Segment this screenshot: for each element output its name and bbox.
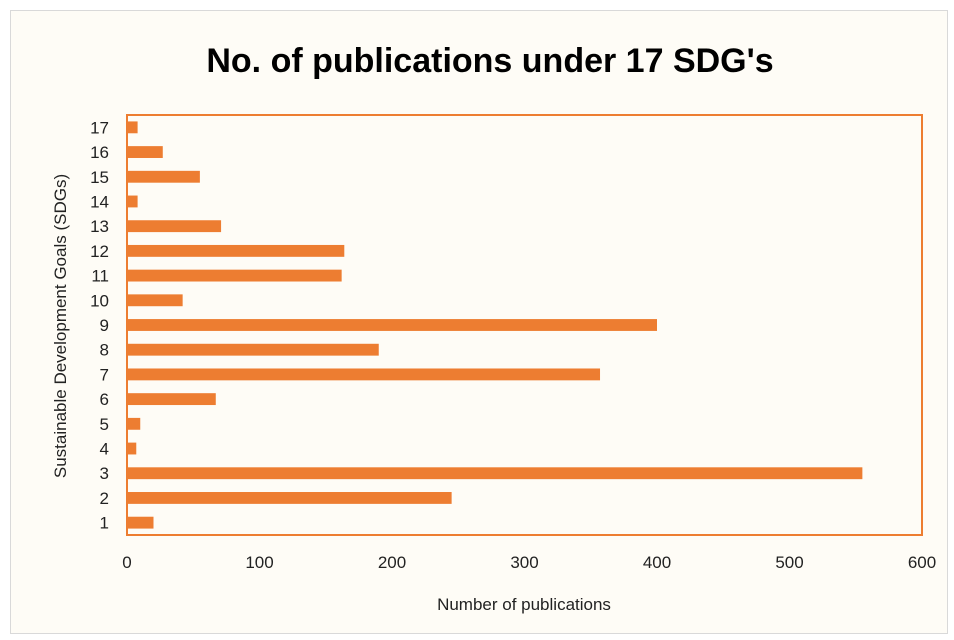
x-tick-label-100: 100 — [245, 553, 273, 572]
bar-sdg-11 — [127, 269, 342, 282]
bar-sdg-10 — [127, 294, 183, 307]
bar-sdg-9 — [127, 319, 657, 331]
x-tick-label-300: 300 — [510, 553, 538, 572]
y-tick-label-10: 10 — [90, 291, 109, 310]
y-tick-label-4: 4 — [100, 440, 109, 459]
bar-sdg-13 — [127, 220, 222, 233]
bar-sdg-16 — [127, 146, 163, 158]
bar-sdg-8 — [127, 343, 379, 356]
y-tick-label-11: 11 — [91, 267, 109, 286]
y-tick-label-8: 8 — [100, 341, 109, 360]
y-tick-label-17: 17 — [90, 118, 109, 137]
y-tick-label-3: 3 — [100, 464, 109, 483]
bar-sdg-2 — [127, 492, 452, 504]
y-tick-label-15: 15 — [90, 168, 109, 187]
y-tick-label-13: 13 — [90, 217, 109, 236]
bar-chart: No. of publications under 17 SDG's 12345… — [51, 42, 936, 614]
x-tick-labels: 0 100 200 300 400 500 600 — [122, 553, 936, 572]
x-tick-label-600: 600 — [908, 553, 936, 572]
x-tick-label-200: 200 — [378, 553, 406, 572]
x-axis-title: Number of publications — [437, 595, 611, 614]
bar-sdg-17 — [127, 121, 138, 134]
bar-sdg-7 — [127, 368, 601, 381]
bar-sdg-12 — [127, 244, 345, 257]
y-tick-label-6: 6 — [100, 390, 109, 409]
y-tick-label-5: 5 — [100, 415, 109, 434]
bar-sdg-5 — [127, 417, 141, 430]
y-axis-title: Sustainable Development Goals (SDGs) — [51, 174, 70, 478]
y-tick-label-14: 14 — [90, 192, 109, 211]
x-tick-label-0: 0 — [122, 553, 131, 572]
x-tick-label-400: 400 — [643, 553, 671, 572]
bars-group — [127, 121, 863, 529]
y-tick-label-16: 16 — [90, 143, 109, 162]
bar-sdg-6 — [127, 393, 216, 406]
bar-sdg-15 — [127, 170, 200, 183]
x-tick-label-500: 500 — [775, 553, 803, 572]
y-tick-label-1: 1 — [100, 514, 109, 533]
y-tick-label-12: 12 — [90, 242, 109, 261]
chart-title: No. of publications under 17 SDG's — [206, 42, 773, 80]
bar-sdg-3 — [127, 467, 863, 480]
y-tick-label-2: 2 — [100, 489, 109, 508]
bar-sdg-14 — [127, 195, 138, 208]
y-tick-label-7: 7 — [100, 365, 109, 384]
bar-sdg-1 — [127, 516, 154, 529]
bar-sdg-4 — [127, 442, 137, 455]
y-tick-label-9: 9 — [100, 316, 109, 335]
